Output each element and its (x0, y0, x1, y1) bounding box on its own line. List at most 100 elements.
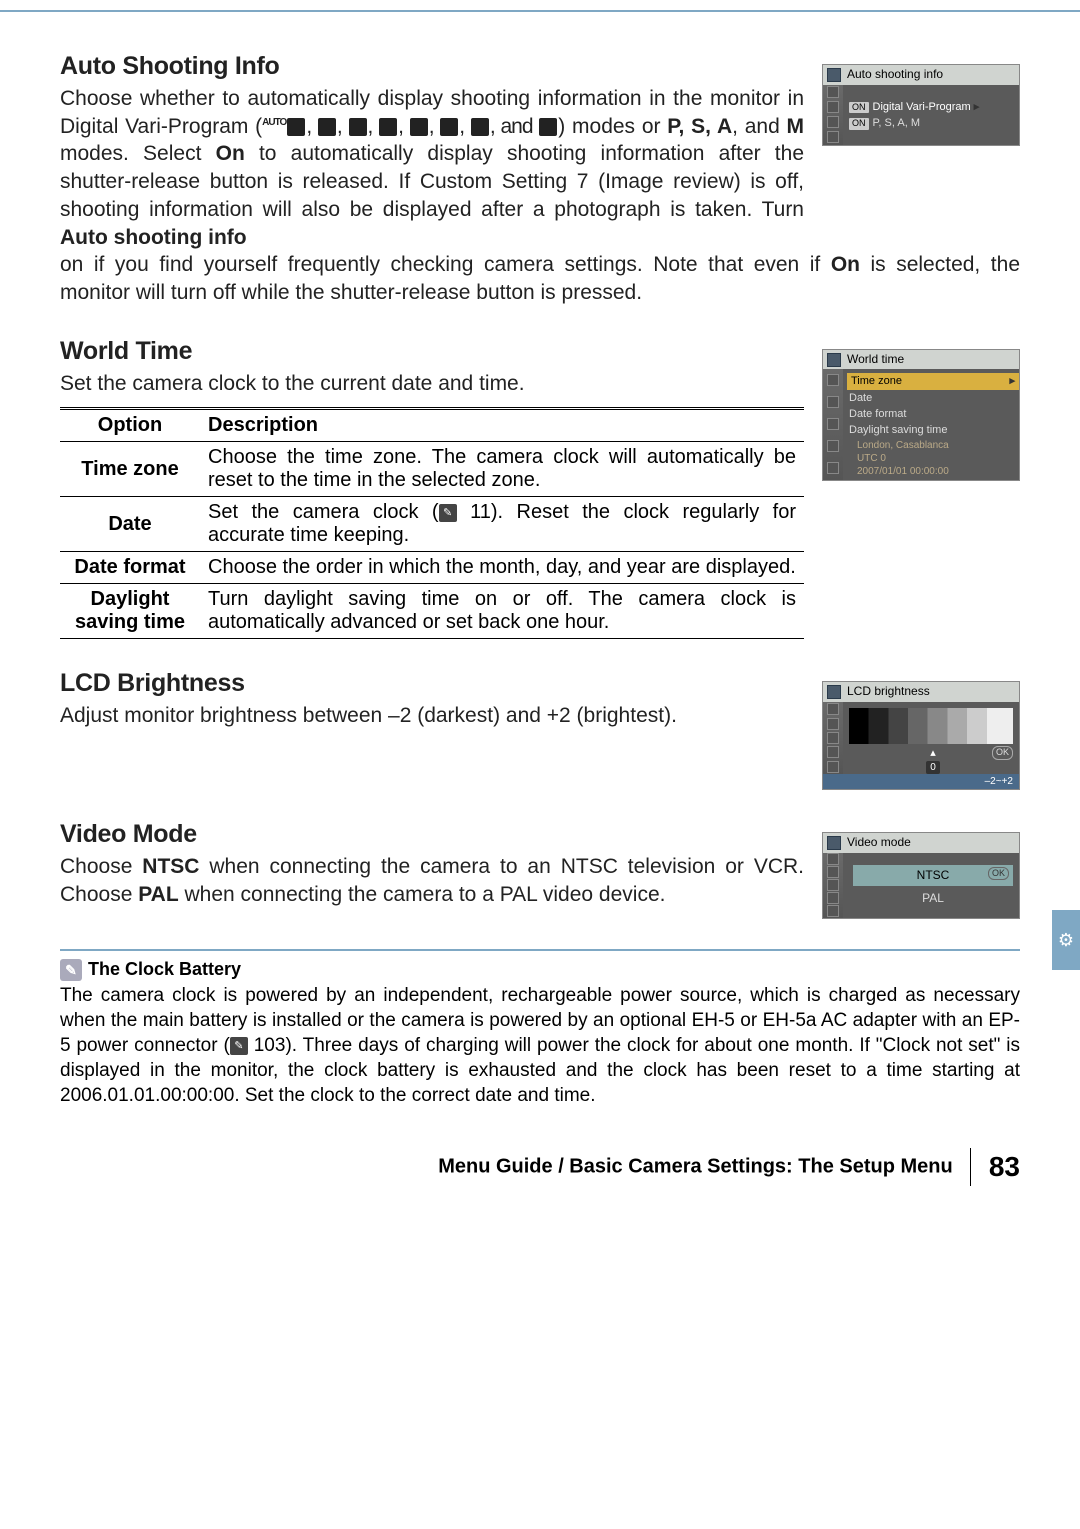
cell-option: Date (60, 497, 200, 552)
table-row: Date Set the camera clock (✎ 11). Reset … (60, 497, 804, 552)
lcd-world-time: World time Time zone ▸ Date Date format D… (822, 349, 1020, 481)
lcd-row: ON Digital Vari-Program ▸ (847, 99, 1019, 115)
brightness-range: –2~+2 (823, 774, 1019, 789)
on-label: On (831, 253, 860, 276)
lcd-auto-shooting: Auto shooting info ON Digital Vari-Progra… (822, 64, 1020, 146)
lcd-title: LCD brightness (823, 682, 1019, 702)
lcd-sub: London, Casablanca (847, 439, 1019, 452)
th-option: Option (60, 409, 200, 442)
video-option-pal: PAL (853, 888, 1013, 910)
tag: ON (849, 102, 869, 114)
text: on if you find yourself frequently check… (60, 253, 831, 276)
chevron-right-icon: ▸ (1009, 374, 1015, 388)
section-auto-shooting: Auto Shooting Info Choose whether to aut… (60, 52, 1020, 307)
lcd-brightness-screen: LCD brightness ▴ 0 OK –2~+2 (822, 681, 1020, 790)
lcd-title: Video mode (823, 833, 1019, 853)
note-body: The camera clock is powered by an indepe… (60, 983, 1020, 1108)
brightness-slider: ▴ 0 OK (847, 746, 1019, 768)
lcd-title: World time (823, 350, 1019, 370)
video-mode-title: Video Mode (60, 820, 804, 849)
table-row: Date format Choose the order in which th… (60, 552, 804, 584)
note-clock-battery: ✎ The Clock Battery The camera clock is p… (60, 959, 1020, 1109)
auto-shooting-text-1: Choose whether to automatically display … (60, 85, 804, 251)
bold: Auto shoot­ing info (60, 226, 247, 249)
video-mode-text: Choose NTSC when connecting the camera t… (60, 853, 804, 908)
text: , and (732, 115, 786, 138)
lcd-row: Daylight saving time (847, 422, 1019, 438)
lcd-sidebar (823, 369, 843, 479)
lcd-sidebar (823, 85, 843, 145)
cell-desc: Choose the order in which the month, day… (200, 552, 804, 584)
footer-text: Menu Guide / Basic Camera Settings: The … (438, 1156, 953, 1178)
ok-badge: OK (992, 746, 1013, 760)
world-time-title: World Time (60, 337, 804, 366)
th-description: Description (200, 409, 804, 442)
cell-option: Time zone (60, 442, 200, 497)
page-footer: Menu Guide / Basic Camera Settings: The … (60, 1148, 1020, 1186)
mode-icons: AUTO, , , , , , , and (262, 115, 558, 138)
page-number: 83 (989, 1151, 1020, 1182)
cell-desc: Turn daylight saving time on or off. The… (200, 584, 804, 639)
on-label: On (216, 142, 245, 165)
label: P, S, A, M (873, 117, 921, 129)
note-title: ✎ The Clock Battery (60, 959, 1020, 981)
text: ) modes or (558, 115, 667, 138)
lcd-brightness-text: Adjust monitor brightness between –2 (da… (60, 702, 804, 730)
cell-option: Daylight saving time (60, 584, 200, 639)
brightness-value: 0 (926, 761, 940, 774)
text: when connecting the camera to a PAL vide… (179, 883, 666, 906)
table-row: Daylight saving time Turn daylight savin… (60, 584, 804, 639)
lcd-sidebar (823, 853, 843, 918)
label: Digital Vari-Program (873, 101, 971, 113)
pencil-icon: ✎ (60, 959, 82, 981)
section-world-time: World Time Set the camera clock to the c… (60, 337, 1020, 640)
page-num: 11 (470, 501, 491, 523)
page-content: Auto Shooting Info Choose whether to aut… (0, 10, 1080, 1216)
text: Set the camera clock ( (208, 501, 439, 523)
cell-desc: Choose the time zone. The camera clock w… (200, 442, 804, 497)
video-option-ntsc: NTSC OK (853, 865, 1013, 887)
lcd-video-mode: Video mode NTSC OK PAL (822, 832, 1020, 919)
section-side-tab: ⚙ (1052, 910, 1080, 970)
chevron-right-icon: ▸ (974, 101, 980, 113)
note-separator (60, 949, 1020, 951)
text: Choose (60, 855, 142, 878)
text: modes. Select (60, 142, 216, 165)
label: NTSC (917, 868, 950, 882)
modes: M (787, 115, 805, 138)
table-row: Time zone Choose the time zone. The came… (60, 442, 804, 497)
side-tab-icon: ⚙ (1058, 930, 1074, 951)
section-lcd-brightness: LCD Brightness Adjust monitor brightness… (60, 669, 1020, 790)
chevron-up-icon: ▴ (930, 747, 936, 759)
lcd-row: Date (847, 390, 1019, 406)
page-ref-icon: ✎ (230, 1037, 248, 1055)
cell-option: Date format (60, 552, 200, 584)
pal-label: PAL (138, 883, 178, 906)
lcd-brightness-title: LCD Brightness (60, 669, 804, 698)
auto-shooting-text-2: on if you find yourself frequently check… (60, 251, 1020, 306)
page-num: 103 (254, 1035, 286, 1056)
world-time-table: Option Description Time zone Choose the … (60, 407, 804, 639)
text: Date format (74, 556, 185, 579)
ntsc-label: NTSC (142, 855, 199, 878)
label: Time zone (851, 374, 902, 388)
modes: P, S, A (667, 115, 732, 138)
lcd-sub: UTC 0 (847, 452, 1019, 465)
auto-shooting-title: Auto Shooting Info (60, 52, 804, 81)
lcd-row: Date format (847, 406, 1019, 422)
section-video-mode: Video Mode Choose NTSC when connecting t… (60, 820, 1020, 919)
lcd-sub: 2007/01/01 00:00:00 (847, 465, 1019, 478)
lcd-highlight: Time zone ▸ (847, 373, 1019, 389)
cell-desc: Set the camera clock (✎ 11). Reset the c… (200, 497, 804, 552)
world-time-intro: Set the camera clock to the current date… (60, 370, 804, 398)
text: , and (490, 115, 538, 138)
footer-divider (970, 1148, 971, 1186)
lcd-row: ON P, S, A, M (847, 115, 1019, 131)
lcd-title: Auto shooting info (823, 65, 1019, 85)
lcd-sidebar (823, 702, 843, 774)
note-title-text: The Clock Battery (88, 959, 241, 979)
brightness-gradient (849, 708, 1013, 744)
tag: ON (849, 118, 869, 130)
ok-badge: OK (988, 867, 1009, 881)
page-ref-icon: ✎ (439, 504, 457, 522)
